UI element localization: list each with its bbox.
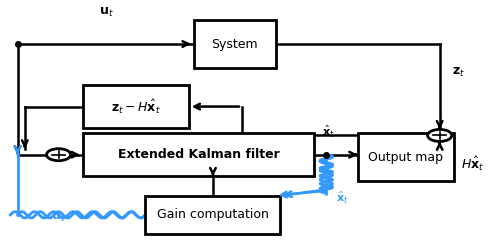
Text: System: System [211, 38, 258, 51]
FancyBboxPatch shape [194, 20, 276, 68]
Text: $\hat{\mathbf{x}}_t$: $\hat{\mathbf{x}}_t$ [322, 124, 335, 140]
Text: Extended Kalman filter: Extended Kalman filter [118, 148, 279, 161]
Text: $\mathbf{u}_t$: $\mathbf{u}_t$ [99, 6, 114, 19]
Text: $H\hat{\mathbf{x}}_t$: $H\hat{\mathbf{x}}_t$ [462, 155, 485, 173]
FancyBboxPatch shape [146, 196, 280, 234]
Text: $\hat{\mathbf{x}}_t$: $\hat{\mathbf{x}}_t$ [336, 190, 348, 206]
FancyBboxPatch shape [83, 85, 189, 128]
FancyBboxPatch shape [83, 133, 314, 176]
FancyBboxPatch shape [358, 133, 454, 181]
Text: $\mathbf{z}_t$: $\mathbf{z}_t$ [452, 66, 465, 79]
Text: Output map: Output map [368, 151, 443, 164]
Circle shape [47, 149, 71, 161]
Text: $\mathbf{u}_t$: $\mathbf{u}_t$ [51, 211, 66, 224]
Circle shape [428, 129, 452, 142]
Text: $\mathbf{z}_t - H\hat{\mathbf{x}}_t$: $\mathbf{z}_t - H\hat{\mathbf{x}}_t$ [111, 98, 161, 116]
Text: Gain computation: Gain computation [157, 208, 269, 221]
